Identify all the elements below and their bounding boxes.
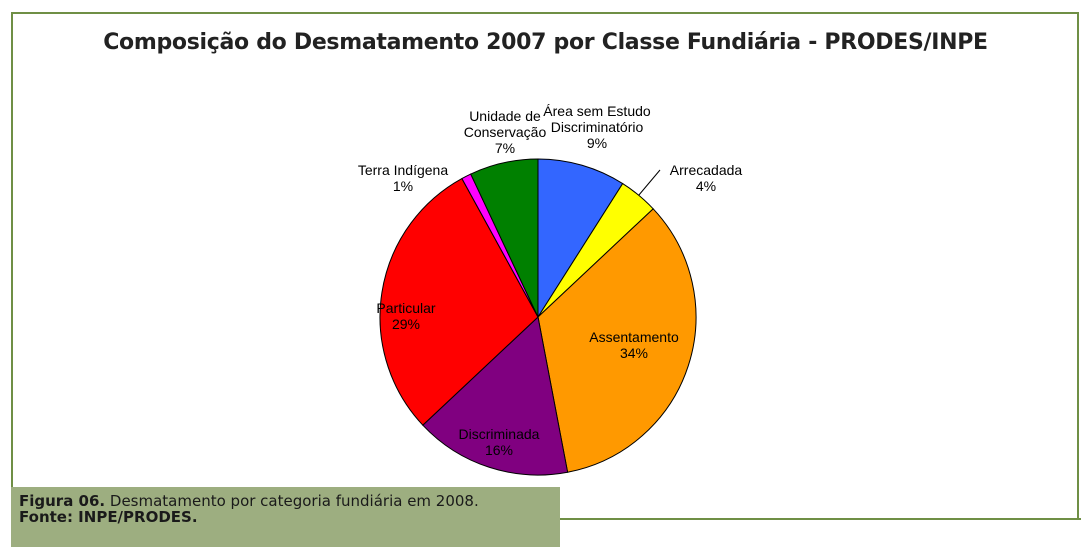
caption-source: Fonte: INPE/PRODES. xyxy=(19,508,198,526)
pie-slice xyxy=(537,208,697,473)
slice-label: Assentamento 34% xyxy=(579,329,689,361)
slice-label: Terra Indígena 1% xyxy=(348,162,458,194)
value-label: 29% xyxy=(391,316,421,332)
category-label: Unidade de Conservação xyxy=(463,108,547,140)
frame xyxy=(11,12,1079,518)
value-label: 7% xyxy=(494,140,516,156)
frame-line xyxy=(560,518,1081,520)
caption-text: Desmatamento por categoria fundiária em … xyxy=(109,492,479,510)
slice-label: Particular 29% xyxy=(361,300,451,332)
category-label: Arrecadada xyxy=(669,162,743,178)
category-label: Terra Indígena xyxy=(357,162,449,178)
chart-title: Composição do Desmatamento 2007 por Clas… xyxy=(103,30,988,55)
pie-slice xyxy=(422,316,569,476)
caption: Figura 06. Desmatamento por categoria fu… xyxy=(11,487,560,547)
category-label: Particular xyxy=(376,300,436,316)
slice-label: Área sem Estudo Discriminatório 9% xyxy=(542,103,652,151)
pie-slice xyxy=(537,158,624,319)
pie-slice xyxy=(379,177,539,426)
value-label: 16% xyxy=(484,442,514,458)
pie-slice xyxy=(470,158,539,318)
slice-label: Discriminada 16% xyxy=(449,426,549,458)
category-label: Discriminada xyxy=(458,426,540,442)
value-label: 9% xyxy=(586,135,608,151)
value-label: 34% xyxy=(619,345,649,361)
slice-label: Unidade de Conservação 7% xyxy=(450,108,560,156)
leader-line xyxy=(638,169,661,196)
caption-label: Figura 06. xyxy=(19,492,106,510)
value-label: 1% xyxy=(392,178,414,194)
slice-label: Arrecadada 4% xyxy=(656,162,756,194)
value-label: 4% xyxy=(695,178,717,194)
category-label: Área sem Estudo Discriminatório xyxy=(543,103,651,135)
category-label: Assentamento xyxy=(589,329,679,345)
